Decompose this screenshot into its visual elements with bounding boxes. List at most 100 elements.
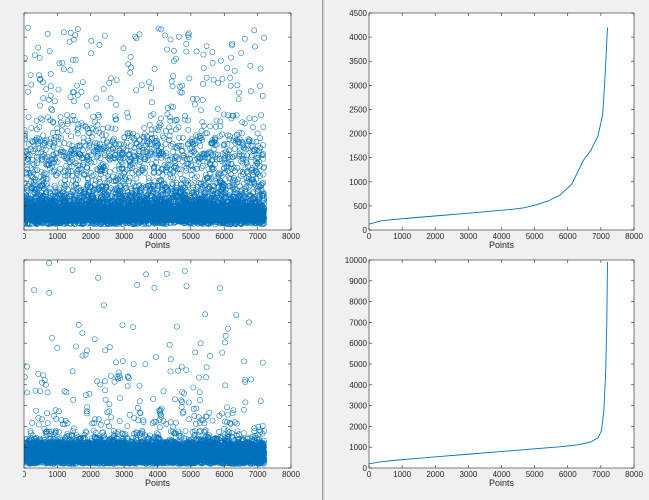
left-figure-panel: 0100020003000400050006000700080000500100… [0,0,322,500]
data-point [57,165,63,172]
data-point [64,121,71,127]
data-point [40,132,46,139]
data-point [41,152,48,158]
data-point [54,125,61,132]
data-point [25,156,32,162]
data-point [54,159,61,165]
data-point [64,128,71,134]
data-point [57,119,64,126]
data-point [40,141,46,148]
data-point [64,155,70,162]
data-point [31,52,38,58]
data-point [69,117,75,123]
data-point [52,195,59,202]
data-point [39,116,46,123]
data-point [30,182,37,189]
data-point [44,153,51,160]
data-point [51,189,58,196]
data-point [55,86,62,93]
data-point [72,32,79,39]
data-point [50,119,57,126]
data-point [80,79,86,85]
data-point [64,118,71,125]
data-point [39,146,46,153]
data-point [34,138,41,145]
data-point [40,79,46,86]
data-point [47,191,54,197]
data-point [74,127,81,134]
data-point [62,183,69,190]
data-point [43,180,50,187]
data-point [65,168,72,175]
data-point [76,154,82,160]
data-point [64,112,70,118]
data-point [25,24,31,31]
data-point [49,168,55,175]
data-point [24,162,31,169]
data-point [46,96,52,103]
data-point [51,159,58,166]
data-point [71,98,77,105]
data-point [34,160,40,167]
data-point [25,114,32,120]
data-point [28,125,35,131]
data-point [76,162,83,169]
data-point [50,156,57,163]
data-point [33,153,40,160]
data-point [70,113,77,119]
data-point [53,172,60,178]
data-point [30,160,36,167]
data-point [48,105,54,112]
data-point [69,157,76,164]
chart-top-left: 0100020003000400050006000700080000500100… [0,0,300,250]
data-point [80,138,87,145]
data-point [28,184,35,191]
data-point [67,29,74,36]
data-point [69,147,76,153]
data-point [35,156,42,163]
data-point [68,133,75,140]
data-point [67,94,74,100]
data-point [24,171,30,178]
data-point [43,136,50,143]
data-point [63,162,70,169]
data-point [40,175,47,182]
data-point [74,26,81,32]
data-point [24,130,29,137]
data-point [67,159,74,165]
data-point [37,102,43,109]
data-point [71,36,77,43]
data-point [62,193,68,199]
data-point [74,92,81,99]
data-point [64,186,71,193]
data-point [73,184,80,191]
data-point [32,178,39,185]
data-point [29,156,36,163]
data-point [72,56,79,63]
data-point [43,86,50,92]
data-point [50,144,57,150]
data-point [67,67,74,74]
data-point [27,72,34,78]
data-point [25,153,31,159]
data-point [31,161,37,168]
data-point [71,89,77,95]
data-point [74,168,81,174]
data-point [30,148,37,154]
data-point [41,140,48,146]
data-point [47,92,54,99]
data-point [35,44,42,51]
data-point [24,55,28,61]
data-point [24,147,29,154]
data-point [74,171,81,177]
data-point [25,88,32,95]
data-point [47,71,54,77]
data-point [34,167,41,173]
data-point [75,125,81,131]
data-point [55,134,62,140]
data-point [61,140,68,147]
data-point [51,98,58,105]
data-point [24,183,31,189]
data-point [66,141,73,148]
data-point [38,138,44,145]
